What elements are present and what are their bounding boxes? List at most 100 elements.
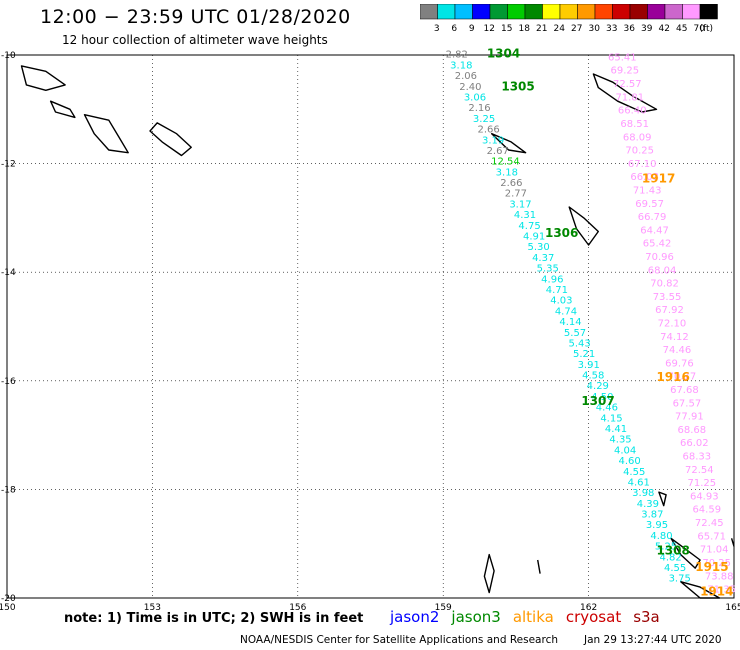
wave-height-value: 2.66	[500, 178, 522, 189]
island-coastline	[149, 122, 192, 157]
wave-height-value: 4.82	[659, 552, 681, 563]
y-tick-label: -18	[1, 485, 16, 495]
wave-height-value: 3.98	[632, 488, 654, 499]
pass-time-label: 1916	[656, 370, 689, 384]
wave-height-value: 2.16	[468, 103, 490, 114]
scale-label: 24	[554, 24, 566, 34]
legend-entry-s3a: s3a	[633, 608, 660, 626]
y-tick-label: -12	[1, 160, 16, 170]
x-tick-label: 156	[289, 603, 306, 613]
wave-height-value: 2.40	[459, 82, 481, 93]
wave-height-value: 66.02	[680, 438, 709, 449]
wave-height-value: 69.25	[610, 66, 639, 77]
credit-text: NOAA/NESDIS Center for Satellite Applica…	[240, 634, 558, 646]
wave-height-value: 4.41	[605, 424, 627, 435]
wave-height-value: 70.96	[645, 252, 674, 263]
timestamp-text: Jan 29 13:27:44 UTC 2020	[584, 634, 722, 646]
wave-height-value: 67.57	[673, 398, 702, 409]
wave-height-value: 4.29	[587, 381, 609, 392]
wave-height-value: 66.03	[630, 172, 659, 183]
island-coastline	[537, 559, 541, 574]
wave-height-value: 70.25	[625, 146, 654, 157]
wave-height-value: 3.25	[473, 114, 495, 125]
legend-entry-jason3: jason3	[451, 608, 501, 626]
wave-height-value: 2.67	[487, 146, 509, 157]
wave-height-value: 2.66	[477, 125, 499, 136]
island-coastline	[568, 206, 599, 246]
wave-height-value: 4.55	[623, 467, 645, 478]
wave-height-value: 72.45	[695, 518, 724, 529]
wave-height-value: 74.12	[660, 332, 689, 343]
wave-height-value: 4.14	[559, 317, 581, 328]
wave-height-value: 71.43	[633, 185, 662, 196]
wave-height-value: 3.19	[482, 135, 504, 146]
legend-entry-altika: altika	[512, 608, 554, 626]
island-coastline	[658, 491, 667, 507]
scale-label: 45	[676, 24, 687, 34]
y-tick-label: -14	[1, 268, 16, 278]
x-tick-label: 153	[144, 603, 161, 613]
wave-height-value: 5.25	[655, 542, 677, 553]
island-coastline	[680, 581, 721, 599]
island-coastline	[20, 65, 66, 92]
island-coastline	[491, 132, 527, 154]
pass-time-label: 1307	[581, 394, 614, 408]
wave-height-value: 3.87	[641, 510, 663, 521]
wave-height-value: 70.82	[650, 279, 679, 290]
x-tick-label: 162	[580, 603, 597, 613]
scale-label: 39	[641, 24, 653, 34]
pass-time-label: 1308	[656, 544, 689, 558]
island-coastline	[483, 553, 495, 594]
wave-height-value: 64.47	[640, 225, 669, 236]
pass-time-label: 1304	[487, 47, 520, 61]
wave-height-value: 4.74	[555, 306, 577, 317]
wave-height-value: 5.43	[568, 338, 590, 349]
island-coastline	[670, 537, 701, 569]
wave-height-value: 73.55	[653, 292, 682, 303]
island-coastline	[730, 538, 735, 547]
wave-height-value: 4.15	[600, 413, 622, 424]
scale-label: 3	[434, 24, 440, 34]
wave-height-value: 3.18	[496, 167, 518, 178]
scale-unit: (ft)	[700, 24, 714, 34]
scale-label: 70	[694, 24, 706, 34]
scale-label: 18	[519, 24, 531, 34]
scale-label: 6	[451, 24, 457, 34]
wave-height-value: 71.04	[700, 545, 729, 556]
wave-height-value: 4.91	[523, 232, 545, 243]
wave-height-value: 4.61	[628, 477, 650, 488]
wave-height-value: 67.68	[670, 385, 699, 396]
satellite-legend: jason2 jason3 altika cryosat s3a	[390, 608, 672, 626]
legend-entry-jason2: jason2	[390, 608, 440, 626]
pass-time-label: 1914	[700, 584, 733, 598]
wave-height-value: 3.18	[450, 60, 472, 71]
island-coastline	[83, 113, 129, 154]
wave-height-value: 66.40	[618, 106, 647, 117]
wave-height-value: 68.09	[623, 132, 652, 143]
y-tick-label: -10	[1, 51, 16, 61]
wave-height-value: 64.59	[692, 505, 721, 516]
scale-label: 12	[484, 24, 495, 34]
pass-time-label: 1915	[695, 560, 728, 574]
wave-height-value: 70.77	[668, 372, 697, 383]
scale-label: 9	[469, 24, 475, 34]
wave-height-value: 4.03	[550, 296, 572, 307]
wave-height-value: 67.92	[655, 305, 684, 316]
scale-label: 36	[624, 24, 636, 34]
wave-height-value: 12.54	[491, 157, 520, 168]
legend-entry-cryosat: cryosat	[565, 608, 622, 626]
wave-height-value: 71.81	[615, 92, 644, 103]
scale-label: 15	[501, 24, 512, 34]
wave-height-value: 4.04	[614, 445, 636, 456]
wave-height-value: 68.68	[678, 425, 707, 436]
wave-height-value: 73.88	[705, 571, 734, 582]
wave-height-value: 5.21	[573, 349, 595, 360]
pass-time-label: 1305	[501, 79, 534, 93]
wave-height-value: 4.58	[582, 371, 604, 382]
wave-height-value: 72.10	[658, 319, 687, 330]
scale-label: 27	[571, 24, 582, 34]
island-coastline	[49, 100, 76, 119]
wave-height-value: 4.71	[546, 285, 568, 296]
scale-label: 30	[589, 24, 601, 34]
